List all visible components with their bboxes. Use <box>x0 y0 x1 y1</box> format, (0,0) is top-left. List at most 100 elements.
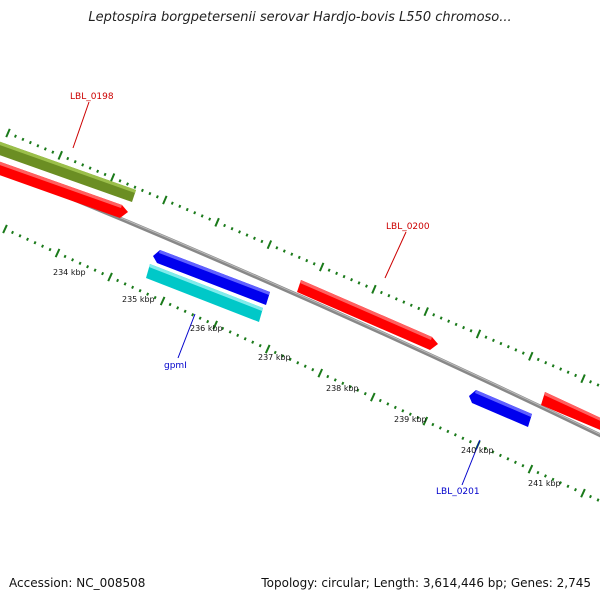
lower-ruler-minor-tick <box>18 234 22 238</box>
upper-ruler-minor-tick <box>327 268 331 272</box>
lower-ruler-minor-tick <box>71 258 75 262</box>
gene-label-LBL_0198[interactable]: LBL_0198 <box>70 92 114 102</box>
gene-forward-red-1[interactable] <box>0 160 128 218</box>
lower-ruler-minor-tick <box>498 453 502 458</box>
upper-ruler-minor-tick <box>491 338 495 343</box>
tick-label-236: 236 kbp <box>190 324 223 333</box>
lower-ruler-minor-tick <box>589 494 592 499</box>
upper-ruler-minor-tick <box>290 252 294 256</box>
gene-reverse-blue-1[interactable] <box>153 250 270 305</box>
lower-ruler-minor-tick <box>251 340 255 344</box>
upper-ruler-major-tick <box>266 240 273 250</box>
upper-ruler-minor-tick <box>365 284 368 288</box>
upper-ruler-minor-tick <box>126 182 129 186</box>
upper-ruler-minor-tick <box>238 230 241 234</box>
upper-ruler-minor-tick <box>521 351 525 355</box>
lower-ruler-minor-tick <box>116 278 120 283</box>
lower-ruler-minor-tick <box>273 350 277 355</box>
upper-ruler-major-tick <box>580 374 586 384</box>
lower-ruler-minor-tick <box>243 337 247 341</box>
gene-forward-red-2[interactable] <box>541 392 600 432</box>
leader-LBL_0198 <box>72 101 90 149</box>
upper-ruler-minor-tick <box>559 367 563 371</box>
upper-ruler-minor-tick <box>103 172 107 177</box>
gene-LBL_0198[interactable] <box>0 140 136 202</box>
lower-ruler-minor-tick <box>11 230 14 235</box>
lower-ruler-minor-tick <box>33 241 37 245</box>
lower-ruler-minor-tick <box>573 488 577 492</box>
upper-ruler-minor-tick <box>28 140 32 145</box>
upper-ruler-minor-tick <box>185 207 189 212</box>
gene-gpmI[interactable] <box>146 264 263 322</box>
lower-ruler-major-tick <box>527 464 534 474</box>
lower-ruler-minor-tick <box>311 367 315 372</box>
lower-ruler-minor-tick <box>513 460 517 464</box>
gene-LBL_0201[interactable] <box>469 390 532 427</box>
lower-ruler-major-tick <box>212 320 218 330</box>
upper-ruler-minor-tick <box>200 214 204 218</box>
lower-ruler-minor-tick <box>138 289 142 293</box>
lower-ruler-minor-tick <box>221 326 225 331</box>
upper-ruler-major-tick <box>318 262 325 272</box>
upper-ruler-minor-tick <box>312 262 316 266</box>
upper-ruler-minor-tick <box>245 233 249 237</box>
leader-LBL_0200 <box>384 231 407 279</box>
upper-ruler-minor-tick <box>379 290 383 295</box>
upper-ruler-minor-tick <box>297 255 301 260</box>
lower-ruler-minor-tick <box>198 316 202 320</box>
lower-ruler-minor-tick <box>303 364 307 368</box>
lower-ruler-major-tick <box>264 344 271 354</box>
gene-label-LBL_0200[interactable]: LBL_0200 <box>386 222 430 232</box>
upper-ruler-minor-tick <box>148 191 152 196</box>
tick-label-235: 235 kbp <box>122 295 155 304</box>
lower-ruler-minor-tick <box>378 398 382 403</box>
lower-ruler-minor-tick <box>393 405 397 410</box>
lower-ruler-minor-tick <box>288 357 292 362</box>
upper-ruler-minor-tick <box>402 300 406 304</box>
upper-ruler-minor-tick <box>499 341 503 346</box>
lower-ruler-minor-tick <box>183 309 187 314</box>
lower-ruler-minor-tick <box>176 306 180 310</box>
lower-ruler-minor-tick <box>228 330 232 334</box>
upper-ruler-minor-tick <box>73 160 77 164</box>
lower-ruler-minor-tick <box>26 237 30 241</box>
lower-ruler-minor-tick <box>506 457 510 461</box>
upper-ruler-minor-tick <box>133 185 137 189</box>
lower-ruler-major-tick <box>2 224 8 234</box>
upper-ruler-major-tick <box>528 351 534 361</box>
lower-ruler-minor-tick <box>236 333 240 338</box>
lower-ruler-minor-tick <box>408 412 412 416</box>
upper-ruler-minor-tick <box>208 217 212 221</box>
lower-ruler-major-tick <box>370 392 376 402</box>
lower-ruler-minor-tick <box>168 302 172 307</box>
gene-label-gpmI[interactable]: gpmI <box>164 361 187 371</box>
upper-ruler-major-tick <box>475 329 482 339</box>
upper-ruler-minor-tick <box>342 274 346 279</box>
upper-ruler-minor-tick <box>596 383 600 387</box>
upper-ruler-minor-tick <box>155 195 159 199</box>
tick-label-234: 234 kbp <box>53 268 86 277</box>
upper-ruler-minor-tick <box>260 239 264 244</box>
leader-LBL_0201 <box>461 439 481 486</box>
upper-ruler-minor-tick <box>409 303 413 307</box>
tick-label-241: 241 kbp <box>528 479 561 488</box>
lower-ruler-minor-tick <box>521 464 525 468</box>
lower-ruler-minor-tick <box>566 484 570 488</box>
lower-ruler-minor-tick <box>596 498 600 502</box>
lower-ruler-minor-tick <box>386 402 390 406</box>
gene-LBL_0200[interactable] <box>297 280 438 350</box>
lower-ruler-minor-tick <box>78 261 82 265</box>
upper-ruler-minor-tick <box>551 364 555 368</box>
genome-summary-text: Topology: circular; Length: 3,614,446 bp… <box>261 576 591 590</box>
gene-label-LBL_0201[interactable]: LBL_0201 <box>436 487 480 497</box>
lower-ruler-minor-tick <box>281 354 285 358</box>
lower-ruler-major-tick <box>580 488 586 498</box>
upper-ruler-major-tick <box>214 217 220 227</box>
upper-ruler-major-tick <box>109 173 116 183</box>
upper-ruler-minor-tick <box>335 271 339 276</box>
upper-ruler-minor-tick <box>350 278 354 282</box>
lower-ruler-major-tick <box>159 296 166 306</box>
tick-label-239: 239 kbp <box>394 415 427 424</box>
upper-ruler-minor-tick <box>506 345 510 349</box>
